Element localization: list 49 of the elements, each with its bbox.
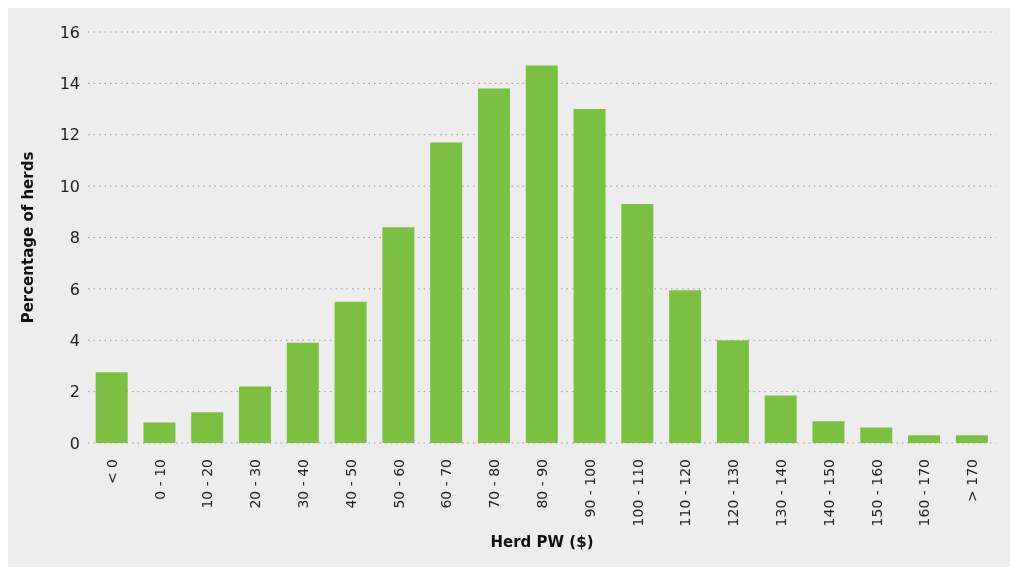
bar [860,427,893,443]
bar [669,290,702,443]
bar [908,435,941,443]
x-tick-label: 70 - 80 [486,459,503,509]
x-tick-label: 130 - 140 [772,459,789,527]
bar [716,340,749,443]
y-tick-label: 4 [69,330,80,350]
x-tick-label: 110 - 120 [677,459,694,527]
bar [239,386,272,443]
y-tick-label: 8 [69,228,80,248]
bar [621,204,654,443]
bar [573,109,606,443]
x-tick-label: > 170 [964,459,981,502]
x-axis-title: Herd PW ($) [490,533,594,551]
x-tick-label: 20 - 30 [247,459,264,509]
x-tick-label: 30 - 40 [295,459,312,509]
y-tick-label: 16 [59,22,80,42]
bar [430,142,463,443]
x-tick-label: < 0 [103,459,120,485]
x-tick-label: 140 - 150 [820,459,837,527]
bar [334,301,367,443]
bar [95,372,128,443]
bar [143,422,176,443]
y-tick-label: 2 [69,382,80,402]
bar [477,88,510,443]
bar [812,421,845,443]
x-tick-label: 150 - 160 [868,459,885,527]
x-tick-label: 40 - 50 [342,459,359,509]
bar [191,412,224,443]
x-tick-label: 10 - 20 [199,459,216,509]
y-axis-title: Percentage of herds [19,151,38,324]
y-tick-label: 10 [59,176,80,196]
x-tick-label: 120 - 130 [725,459,742,527]
x-tick-label: 80 - 90 [534,459,550,509]
x-tick-label: 160 - 170 [916,459,933,527]
x-tick-label: 90 - 100 [581,459,598,518]
x-tick-label: 50 - 60 [390,459,407,509]
bar [764,395,797,443]
y-tick-label: 12 [59,125,80,145]
y-tick-label: 6 [69,279,80,299]
y-tick-label: 0 [69,433,80,453]
y-tick-label: 14 [59,74,80,94]
x-tick-label: 0 - 10 [151,459,168,500]
bar [382,227,415,443]
bar [286,342,319,443]
bar [955,435,988,443]
x-tick-label: 100 - 110 [629,459,646,527]
x-tick-label: 60 - 70 [438,459,455,509]
bar [525,65,558,443]
